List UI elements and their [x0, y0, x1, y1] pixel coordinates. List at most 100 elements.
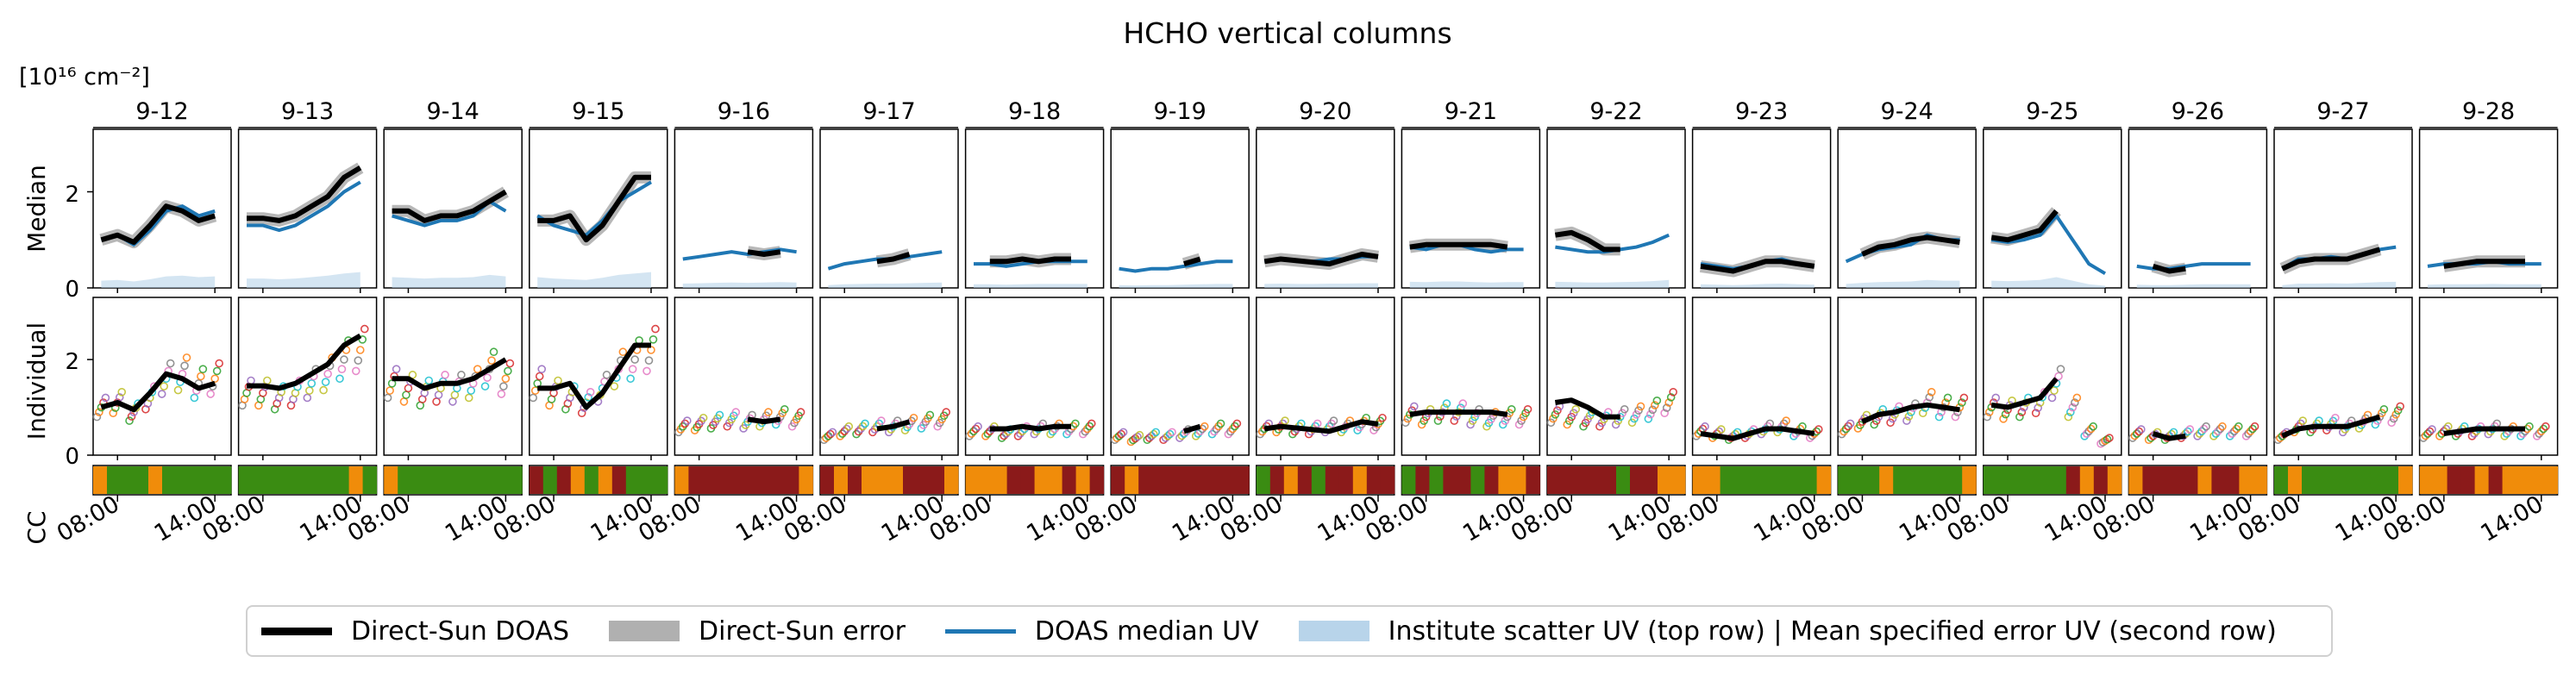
cloud-class-cell: [993, 466, 1008, 494]
cloud-class-cell: [757, 466, 772, 494]
direct-sun-doas-line: [392, 189, 507, 223]
individual-scatter-point: [2435, 432, 2444, 440]
individual-scatter-point: [2391, 410, 2400, 419]
y-tick-median-0: 0: [65, 277, 79, 303]
cloud-class-cell: [1366, 466, 1382, 494]
cloud-class-cell: [1034, 466, 1050, 494]
direct-sun-doas-line: [747, 249, 781, 257]
cloud-class-cell: [307, 466, 323, 494]
cloud-class-cell: [2529, 466, 2545, 494]
individual-scatter-point: [642, 366, 651, 376]
doas-median-uv-line: [536, 180, 653, 237]
cloud-class-cell: [398, 466, 412, 494]
median-panel-frame: [529, 128, 668, 289]
institute-scatter-area: [1555, 279, 1670, 288]
cloud-class-cell: [1415, 466, 1430, 494]
cloud-class-cell: [1194, 466, 1208, 494]
individual-scatter-point: [2525, 422, 2534, 431]
cloud-class-cell: [411, 466, 426, 494]
individual-scatter-point: [109, 409, 118, 418]
individual-scatter-point: [584, 393, 592, 402]
direct-sun-doas-line-individual: [392, 357, 507, 391]
individual-scatter-point: [92, 412, 102, 422]
cloud-class-cell: [1470, 466, 1485, 494]
cloud-class-cell: [2142, 466, 2157, 494]
individual-scatter-point: [2228, 429, 2237, 438]
cloud-class-cell: [2211, 466, 2226, 494]
cloud-class-cell: [1166, 466, 1181, 494]
individual-scatter-point: [649, 334, 658, 344]
y-tick-median-2: 2: [65, 182, 79, 208]
individual-scatter-point: [1507, 404, 1516, 414]
individual-scatter-point: [1664, 398, 1673, 407]
individual-scatter-point: [2086, 424, 2096, 434]
cloud-class-cell: [1325, 466, 1340, 494]
cloud-class-cell: [1075, 466, 1091, 494]
individual-scatter-point: [2082, 429, 2091, 438]
cloud-class-cell: [204, 466, 218, 494]
individual-scatter-point: [537, 365, 547, 373]
y-label-cc: CC: [22, 510, 51, 544]
individual-scatter-point: [385, 386, 394, 395]
blue-line-swatch-icon: [944, 628, 1016, 634]
legend-item-direct-sun-error: Direct-Sun error: [602, 616, 906, 647]
individual-scatter-point: [2536, 427, 2546, 436]
individual-scatter-point: [965, 432, 974, 440]
individual-panel-frame: [1110, 297, 1250, 456]
individual-scatter-point: [160, 382, 169, 390]
cloud-class-cell: [1269, 466, 1285, 494]
individual-scatter-point: [501, 374, 511, 384]
direct-sun-doas-line-individual: [1861, 402, 1960, 424]
individual-scatter-point: [2532, 432, 2542, 440]
direct-sun-doas-line-individual: [1263, 419, 1379, 434]
individual-scatter-point: [826, 429, 835, 439]
individual-scatter-point: [354, 356, 363, 365]
cloud-class-cell: [570, 466, 586, 494]
individual-scatter-point: [1630, 414, 1639, 423]
individual-scatter-point: [1329, 416, 1338, 425]
individual-scatter-point: [2246, 427, 2255, 436]
individual-scatter-point: [1549, 414, 1558, 423]
day-label: 9-28: [2462, 98, 2515, 125]
individual-scatter-point: [1119, 428, 1128, 437]
individual-scatter-point: [1652, 396, 1662, 405]
individual-scatter-point: [1620, 404, 1629, 414]
individual-scatter-point: [487, 356, 496, 365]
cloud-class-cell: [2184, 466, 2198, 494]
individual-scatter-point: [1959, 393, 1969, 403]
individual-scatter-point: [323, 369, 332, 378]
individual-scatter-point: [2031, 409, 2040, 418]
cloud-class-cell: [2343, 466, 2358, 494]
individual-scatter-point: [1281, 416, 1289, 425]
cloud-class-cell: [321, 466, 336, 494]
day-label: 9-15: [572, 98, 624, 125]
individual-scatter-point: [2244, 429, 2253, 438]
cloud-class-cell: [176, 466, 191, 494]
individual-panel-frame: [2273, 297, 2413, 456]
individual-scatter-point: [699, 413, 708, 422]
cloud-class-cell: [625, 466, 641, 494]
individual-scatter-point: [2133, 429, 2141, 438]
doas-median-uv-line: [1990, 213, 2107, 276]
individual-scatter-point: [1523, 404, 1532, 414]
individual-scatter-point: [2387, 418, 2396, 428]
cloud-class-cell: [1962, 466, 1977, 494]
individual-scatter-point: [840, 427, 849, 436]
individual-scatter-point: [1168, 428, 1176, 437]
individual-scatter-point: [383, 393, 392, 403]
cloud-class-cell: [1484, 466, 1499, 494]
individual-scatter-point: [2128, 434, 2137, 442]
direct-sun-doas-line-individual: [1990, 377, 2059, 410]
individual-scatter-point: [796, 408, 805, 416]
individual-scatter-point: [505, 359, 515, 368]
cloud-class-cell: [2502, 466, 2517, 494]
individual-scatter-point: [1410, 402, 1419, 411]
legend-label: Direct-Sun DOAS: [351, 615, 570, 647]
individual-scatter-point: [360, 324, 369, 334]
cloud-class-cell: [2316, 466, 2330, 494]
individual-scatter-point: [2185, 425, 2195, 434]
individual-scatter-point: [877, 416, 886, 425]
cloud-class-cell: [1526, 466, 1540, 494]
individual-scatter-point: [1951, 412, 1960, 422]
individual-scatter-point: [1701, 422, 1709, 431]
